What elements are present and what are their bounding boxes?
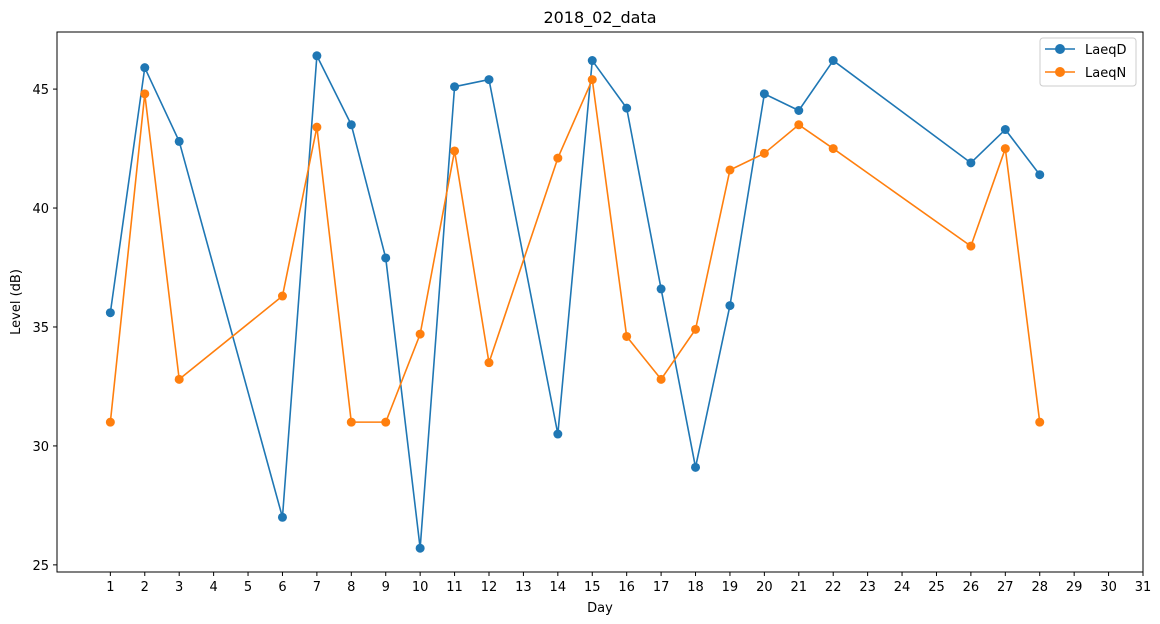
x-tick-label: 11 bbox=[446, 580, 463, 595]
data-point-laeqd bbox=[312, 51, 322, 61]
data-point-laeqd bbox=[587, 56, 597, 66]
data-point-laeqd bbox=[553, 429, 563, 439]
x-tick-label: 8 bbox=[347, 580, 355, 595]
data-point-laeqd bbox=[277, 512, 287, 522]
data-point-laeqn bbox=[415, 329, 425, 339]
data-point-laeqd bbox=[794, 106, 804, 116]
y-tick-label: 25 bbox=[32, 559, 49, 574]
series-layer bbox=[105, 51, 1045, 553]
x-tick-label: 9 bbox=[382, 580, 390, 595]
x-tick-label: 21 bbox=[791, 580, 808, 595]
y-tick-label: 45 bbox=[32, 83, 49, 98]
x-tick-label: 1 bbox=[106, 580, 114, 595]
x-tick-label: 12 bbox=[481, 580, 498, 595]
y-tick-label: 35 bbox=[32, 321, 49, 336]
x-tick-label: 31 bbox=[1135, 580, 1152, 595]
data-point-laeqn bbox=[381, 417, 391, 427]
x-axis-label: Day bbox=[587, 601, 613, 616]
data-point-laeqd bbox=[415, 543, 425, 553]
data-point-laeqd bbox=[725, 301, 735, 311]
x-tick-label: 28 bbox=[1031, 580, 1048, 595]
data-point-laeqd bbox=[1035, 170, 1045, 180]
data-point-laeqd bbox=[140, 63, 150, 73]
x-tick-label: 16 bbox=[618, 580, 635, 595]
x-tick-label: 23 bbox=[859, 580, 876, 595]
data-point-laeqn bbox=[484, 358, 494, 368]
chart-title: 2018_02_data bbox=[543, 8, 656, 28]
data-point-laeqn bbox=[622, 331, 632, 341]
x-tick-label: 24 bbox=[894, 580, 911, 595]
x-tick-label: 6 bbox=[278, 580, 286, 595]
data-point-laeqn bbox=[450, 146, 460, 156]
data-point-laeqn bbox=[1035, 417, 1045, 427]
data-point-laeqn bbox=[587, 75, 597, 85]
legend-label-laeqn: LaeqN bbox=[1085, 66, 1126, 81]
x-tick-label: 15 bbox=[584, 580, 601, 595]
data-point-laeqd bbox=[484, 75, 494, 85]
data-point-laeqn bbox=[759, 148, 769, 158]
data-point-laeqn bbox=[966, 241, 976, 251]
data-point-laeqn bbox=[1000, 144, 1010, 154]
x-tick-label: 3 bbox=[175, 580, 183, 595]
axis-ticks: 1 2 3 4 5 6 7 8 9 10 11 12 13 14 15 16 17 18 19 20 21 22 23 24 2… bbox=[32, 83, 1151, 595]
legend: LaeqD LaeqN bbox=[1039, 37, 1137, 87]
x-tick-label: 27 bbox=[997, 580, 1014, 595]
data-point-laeqd bbox=[691, 462, 701, 472]
data-point-laeqd bbox=[1000, 125, 1010, 135]
data-point-laeqn bbox=[794, 120, 804, 130]
data-point-laeqn bbox=[691, 324, 701, 334]
x-tick-label: 20 bbox=[756, 580, 773, 595]
data-point-laeqd bbox=[828, 56, 838, 66]
x-tick-label: 22 bbox=[825, 580, 842, 595]
x-tick-label: 30 bbox=[1100, 580, 1117, 595]
data-point-laeqd bbox=[381, 253, 391, 263]
legend-marker-laeqn bbox=[1055, 67, 1065, 77]
data-point-laeqd bbox=[174, 136, 184, 146]
data-point-laeqn bbox=[828, 144, 838, 154]
x-tick-label: 13 bbox=[515, 580, 532, 595]
data-point-laeqn bbox=[174, 374, 184, 384]
x-tick-label: 10 bbox=[412, 580, 429, 595]
plot-frame bbox=[56, 31, 1144, 573]
x-tick-label: 19 bbox=[722, 580, 739, 595]
data-point-laeqd bbox=[622, 103, 632, 113]
data-point-laeqd bbox=[346, 120, 356, 130]
data-point-laeqn bbox=[105, 417, 115, 427]
legend-label-laeqd: LaeqD bbox=[1085, 43, 1126, 58]
x-tick-label: 25 bbox=[928, 580, 945, 595]
data-point-laeqn bbox=[312, 122, 322, 132]
data-point-laeqn bbox=[346, 417, 356, 427]
x-tick-label: 18 bbox=[687, 580, 704, 595]
data-point-laeqd bbox=[450, 82, 460, 92]
x-tick-label: 14 bbox=[550, 580, 567, 595]
series-line-laeqd bbox=[109, 54, 1041, 550]
data-point-laeqn bbox=[140, 89, 150, 99]
data-point-laeqd bbox=[759, 89, 769, 99]
series-line-laeqn bbox=[109, 78, 1041, 423]
data-point-laeqn bbox=[277, 291, 287, 301]
legend-marker-laeqd bbox=[1055, 44, 1065, 54]
data-point-laeqn bbox=[553, 153, 563, 163]
x-tick-label: 26 bbox=[963, 580, 980, 595]
x-tick-label: 29 bbox=[1066, 580, 1083, 595]
x-tick-label: 4 bbox=[209, 580, 217, 595]
x-tick-label: 7 bbox=[313, 580, 321, 595]
y-tick-label: 30 bbox=[32, 440, 49, 455]
data-point-laeqd bbox=[966, 158, 976, 168]
y-axis-label: Level (dB) bbox=[9, 269, 24, 335]
data-point-laeqd bbox=[656, 284, 666, 294]
y-tick-label: 40 bbox=[32, 202, 49, 217]
data-point-laeqn bbox=[656, 374, 666, 384]
x-tick-label: 2 bbox=[141, 580, 149, 595]
x-tick-label: 17 bbox=[653, 580, 670, 595]
data-point-laeqn bbox=[725, 165, 735, 175]
data-point-laeqd bbox=[105, 308, 115, 318]
x-tick-label: 5 bbox=[244, 580, 252, 595]
